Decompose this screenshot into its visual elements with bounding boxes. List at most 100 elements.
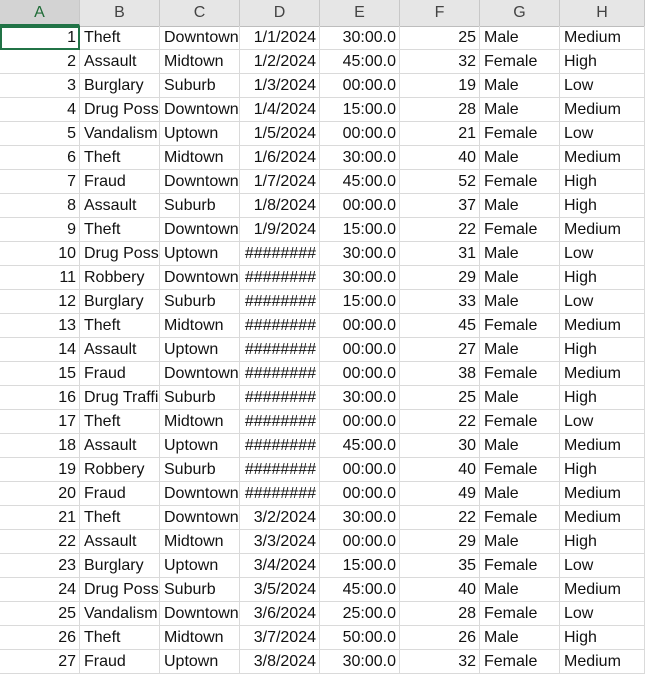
cell-e14[interactable]: 00:00.0 xyxy=(320,338,400,362)
cell-a16[interactable]: 16 xyxy=(0,386,80,410)
cell-b2[interactable]: Assault xyxy=(80,50,160,74)
cell-a6[interactable]: 6 xyxy=(0,146,80,170)
cell-b18[interactable]: Assault xyxy=(80,434,160,458)
cell-h25[interactable]: Low xyxy=(560,602,645,626)
cell-f15[interactable]: 38 xyxy=(400,362,480,386)
cell-c8[interactable]: Suburb xyxy=(160,194,240,218)
cell-a17[interactable]: 17 xyxy=(0,410,80,434)
cell-d26[interactable]: 3/7/2024 xyxy=(240,626,320,650)
cell-a14[interactable]: 14 xyxy=(0,338,80,362)
cell-e17[interactable]: 00:00.0 xyxy=(320,410,400,434)
cell-b5[interactable]: Vandalism xyxy=(80,122,160,146)
cell-d18[interactable]: ######## xyxy=(240,434,320,458)
cell-b19[interactable]: Robbery xyxy=(80,458,160,482)
cell-d1[interactable]: 1/1/2024 xyxy=(240,26,320,50)
cell-a10[interactable]: 10 xyxy=(0,242,80,266)
cell-h15[interactable]: Medium xyxy=(560,362,645,386)
cell-e25[interactable]: 25:00.0 xyxy=(320,602,400,626)
cell-f12[interactable]: 33 xyxy=(400,290,480,314)
cell-h21[interactable]: Medium xyxy=(560,506,645,530)
cell-b21[interactable]: Theft xyxy=(80,506,160,530)
cell-e24[interactable]: 45:00.0 xyxy=(320,578,400,602)
cell-g2[interactable]: Female xyxy=(480,50,560,74)
cell-h12[interactable]: Low xyxy=(560,290,645,314)
column-header-d[interactable]: D xyxy=(240,0,320,26)
cell-e22[interactable]: 00:00.0 xyxy=(320,530,400,554)
column-header-h[interactable]: H xyxy=(560,0,645,26)
cell-f27[interactable]: 32 xyxy=(400,650,480,674)
cell-c25[interactable]: Downtown xyxy=(160,602,240,626)
cell-d19[interactable]: ######## xyxy=(240,458,320,482)
cell-c22[interactable]: Midtown xyxy=(160,530,240,554)
cell-d22[interactable]: 3/3/2024 xyxy=(240,530,320,554)
cell-e20[interactable]: 00:00.0 xyxy=(320,482,400,506)
cell-h20[interactable]: Medium xyxy=(560,482,645,506)
cell-b13[interactable]: Theft xyxy=(80,314,160,338)
cell-g8[interactable]: Male xyxy=(480,194,560,218)
cell-a8[interactable]: 8 xyxy=(0,194,80,218)
cell-d16[interactable]: ######## xyxy=(240,386,320,410)
cell-c1[interactable]: Downtown xyxy=(160,26,240,50)
cell-b1[interactable]: Theft xyxy=(80,26,160,50)
cell-a25[interactable]: 25 xyxy=(0,602,80,626)
cell-h26[interactable]: High xyxy=(560,626,645,650)
cell-f5[interactable]: 21 xyxy=(400,122,480,146)
column-header-f[interactable]: F xyxy=(400,0,480,26)
cell-h4[interactable]: Medium xyxy=(560,98,645,122)
cell-f8[interactable]: 37 xyxy=(400,194,480,218)
cell-g15[interactable]: Female xyxy=(480,362,560,386)
cell-c23[interactable]: Uptown xyxy=(160,554,240,578)
cell-b6[interactable]: Theft xyxy=(80,146,160,170)
cell-f2[interactable]: 32 xyxy=(400,50,480,74)
cell-h18[interactable]: Medium xyxy=(560,434,645,458)
cell-c2[interactable]: Midtown xyxy=(160,50,240,74)
cell-g14[interactable]: Male xyxy=(480,338,560,362)
cell-h2[interactable]: High xyxy=(560,50,645,74)
cell-h22[interactable]: High xyxy=(560,530,645,554)
cell-d5[interactable]: 1/5/2024 xyxy=(240,122,320,146)
cell-f4[interactable]: 28 xyxy=(400,98,480,122)
cell-h24[interactable]: Medium xyxy=(560,578,645,602)
cell-a18[interactable]: 18 xyxy=(0,434,80,458)
cell-f24[interactable]: 40 xyxy=(400,578,480,602)
cell-e11[interactable]: 30:00.0 xyxy=(320,266,400,290)
cell-b23[interactable]: Burglary xyxy=(80,554,160,578)
cell-d21[interactable]: 3/2/2024 xyxy=(240,506,320,530)
cell-b15[interactable]: Fraud xyxy=(80,362,160,386)
cell-h3[interactable]: Low xyxy=(560,74,645,98)
cell-a4[interactable]: 4 xyxy=(0,98,80,122)
cell-d6[interactable]: 1/6/2024 xyxy=(240,146,320,170)
cell-h16[interactable]: High xyxy=(560,386,645,410)
cell-g23[interactable]: Female xyxy=(480,554,560,578)
cell-g20[interactable]: Male xyxy=(480,482,560,506)
cell-g18[interactable]: Male xyxy=(480,434,560,458)
cell-h6[interactable]: Medium xyxy=(560,146,645,170)
cell-c19[interactable]: Suburb xyxy=(160,458,240,482)
cell-g7[interactable]: Female xyxy=(480,170,560,194)
cell-d10[interactable]: ######## xyxy=(240,242,320,266)
cell-a12[interactable]: 12 xyxy=(0,290,80,314)
cell-g6[interactable]: Male xyxy=(480,146,560,170)
cell-e21[interactable]: 30:00.0 xyxy=(320,506,400,530)
cell-f23[interactable]: 35 xyxy=(400,554,480,578)
cell-g11[interactable]: Male xyxy=(480,266,560,290)
cell-e3[interactable]: 00:00.0 xyxy=(320,74,400,98)
cell-g19[interactable]: Female xyxy=(480,458,560,482)
cell-a26[interactable]: 26 xyxy=(0,626,80,650)
cell-f6[interactable]: 40 xyxy=(400,146,480,170)
cell-h23[interactable]: Low xyxy=(560,554,645,578)
column-header-a[interactable]: A xyxy=(0,0,80,26)
cell-b16[interactable]: Drug Traffi xyxy=(80,386,160,410)
cell-e18[interactable]: 45:00.0 xyxy=(320,434,400,458)
cell-g17[interactable]: Female xyxy=(480,410,560,434)
cell-f20[interactable]: 49 xyxy=(400,482,480,506)
cell-h9[interactable]: Medium xyxy=(560,218,645,242)
cell-d2[interactable]: 1/2/2024 xyxy=(240,50,320,74)
cell-c26[interactable]: Midtown xyxy=(160,626,240,650)
cell-f16[interactable]: 25 xyxy=(400,386,480,410)
cell-d15[interactable]: ######## xyxy=(240,362,320,386)
cell-d12[interactable]: ######## xyxy=(240,290,320,314)
cell-d20[interactable]: ######## xyxy=(240,482,320,506)
cell-d9[interactable]: 1/9/2024 xyxy=(240,218,320,242)
